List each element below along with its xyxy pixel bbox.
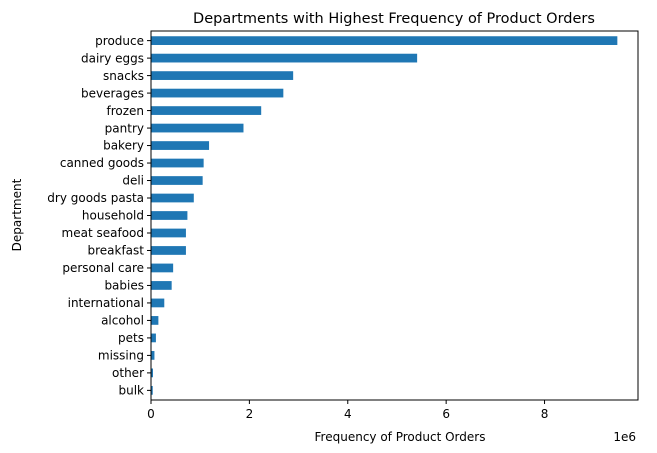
y-tick-label-other: other — [112, 366, 144, 380]
y-tick-label-canned-goods: canned goods — [60, 156, 144, 170]
bar-international — [151, 298, 165, 308]
y-tick-label-pantry: pantry — [105, 121, 144, 135]
y-tick-label-beverages: beverages — [81, 86, 144, 100]
bar-dairy-eggs — [151, 53, 418, 63]
x-tick-label-2: 2 — [246, 407, 254, 421]
bar-snacks — [151, 71, 294, 80]
x-tick-label-6: 6 — [442, 407, 450, 421]
bar-dry-goods-pasta — [151, 193, 194, 203]
y-ticks-group: produce dairy eggs snacks beverages frozen pa… — [47, 34, 151, 398]
x-tick-label-4: 4 — [344, 407, 352, 421]
plot-area-frame — [150, 30, 639, 401]
x-axis-scale-label: 1e6 — [613, 430, 636, 444]
y-tick-label-pets: pets — [118, 331, 144, 345]
y-tick-label-bakery: bakery — [103, 139, 144, 153]
bar-pantry — [151, 123, 244, 133]
bar-missing — [151, 351, 155, 360]
y-tick-label-deli: deli — [122, 174, 144, 188]
bar-personal-care — [151, 263, 174, 273]
y-tick-label-produce: produce — [95, 34, 144, 48]
x-ticks-group: 0 2 4 6 8 — [147, 400, 548, 421]
y-tick-label-personal-care: personal care — [62, 261, 144, 275]
bar-meat-seafood — [151, 228, 186, 238]
bar-frozen — [151, 106, 262, 115]
bar-canned-goods — [151, 158, 204, 168]
y-tick-label-dairy-eggs: dairy eggs — [81, 51, 144, 65]
chart-title: Departments with Highest Frequency of Pr… — [193, 11, 595, 27]
bars-group — [151, 36, 618, 395]
y-tick-label-alcohol: alcohol — [101, 314, 144, 328]
bar-babies — [151, 281, 172, 290]
y-tick-label-meat-seafood: meat seafood — [62, 226, 144, 240]
bar-bulk — [151, 386, 153, 395]
y-tick-label-household: household — [82, 209, 144, 223]
y-tick-label-international: international — [68, 296, 144, 310]
bar-household — [151, 211, 188, 220]
bar-produce — [151, 36, 618, 45]
bar-alcohol — [151, 316, 159, 325]
bar-breakfast — [151, 246, 186, 255]
x-tick-label-8: 8 — [541, 407, 549, 421]
y-tick-label-babies: babies — [104, 279, 144, 293]
x-axis-label: Frequency of Product Orders — [315, 430, 486, 444]
y-tick-label-bulk: bulk — [118, 384, 144, 398]
bar-beverages — [151, 88, 284, 98]
y-axis-label: Department — [10, 178, 24, 251]
y-tick-label-snacks: snacks — [103, 69, 144, 83]
y-tick-label-breakfast: breakfast — [87, 244, 144, 258]
y-tick-label-dry-goods-pasta: dry goods pasta — [47, 191, 144, 205]
bar-deli — [151, 176, 203, 185]
bar-pets — [151, 333, 156, 343]
bar-bakery — [151, 141, 210, 150]
y-tick-label-missing: missing — [98, 349, 144, 363]
x-tick-label-0: 0 — [147, 407, 155, 421]
bar-other — [151, 368, 153, 378]
y-tick-label-frozen: frozen — [106, 104, 144, 118]
